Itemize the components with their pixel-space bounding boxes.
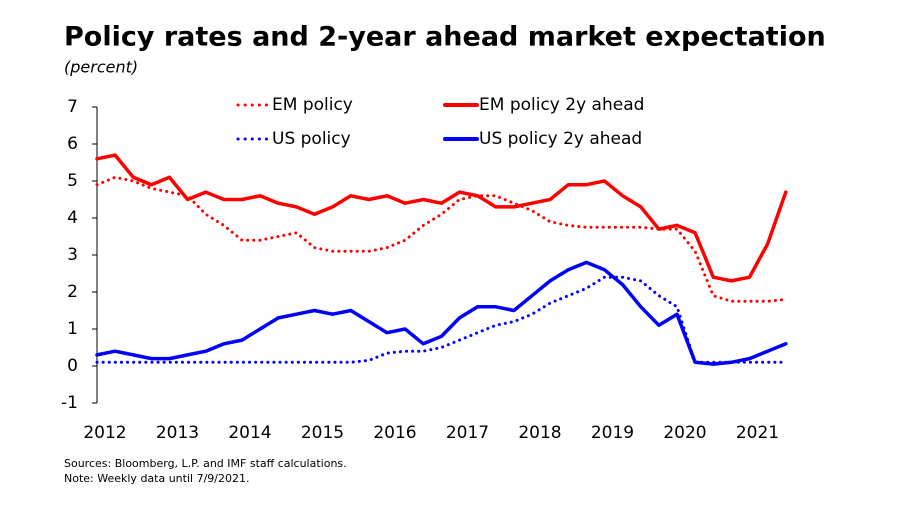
chart-title: Policy rates and 2-year ahead market exp… [64, 22, 826, 53]
x-tick-label: 2012 [83, 423, 126, 443]
chart-subtitle: (percent) [64, 58, 138, 77]
series-line [95, 275, 788, 364]
legend-label: EM policy [272, 95, 353, 115]
y-tick-label: 0 [67, 356, 78, 376]
y-tick-label: 3 [67, 245, 78, 265]
series-line [95, 153, 788, 283]
y-tick-label: 1 [67, 319, 78, 339]
legend-label: EM policy 2y ahead [479, 95, 644, 115]
y-tick-label: -1 [61, 393, 78, 413]
x-tick-label: 2021 [736, 423, 779, 443]
x-tick-label: 2018 [518, 423, 561, 443]
x-tick-label: 2017 [446, 423, 489, 443]
x-tick-label: 2015 [301, 423, 344, 443]
y-tick-label: 4 [67, 208, 78, 228]
y-tick-label: 6 [67, 134, 78, 154]
legend-label: US policy 2y ahead [479, 129, 642, 149]
legend-label: US policy [272, 129, 351, 149]
y-tick-label: 2 [67, 282, 78, 302]
x-tick-label: 2016 [373, 423, 416, 443]
x-tick-label: 2014 [228, 423, 271, 443]
series-line [95, 260, 788, 366]
source-note: Sources: Bloomberg, L.P. and IMF staff c… [64, 457, 347, 470]
y-tick-label: 5 [67, 171, 78, 191]
footnote: Note: Weekly data until 7/9/2021. [64, 472, 249, 485]
x-tick-label: 2020 [663, 423, 706, 443]
x-tick-label: 2019 [591, 423, 634, 443]
x-tick-label: 2013 [156, 423, 199, 443]
series-line [95, 175, 788, 303]
y-tick-label: 7 [67, 97, 78, 117]
